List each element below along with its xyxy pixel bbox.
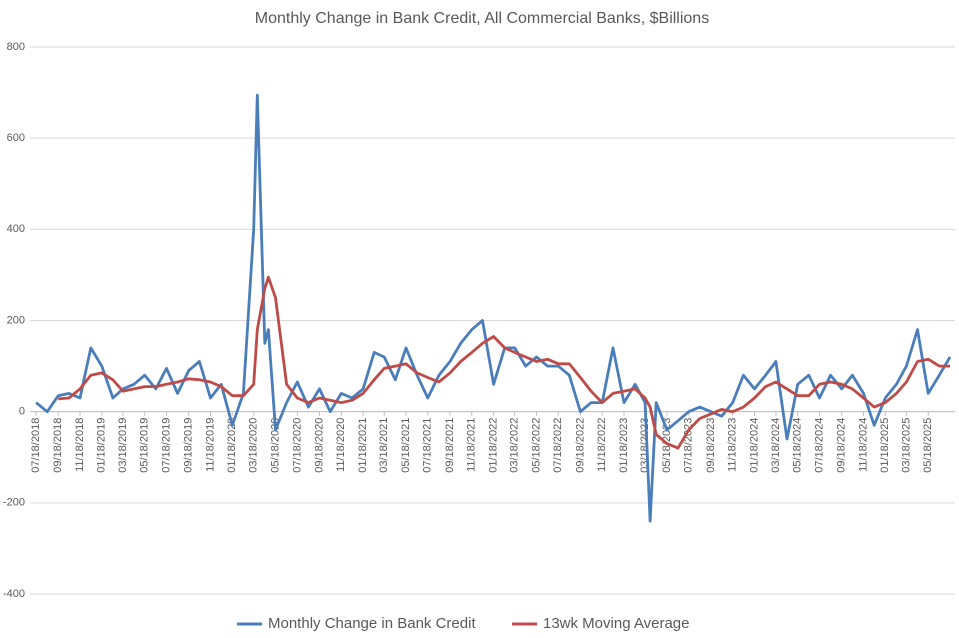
y-tick-label: -400 <box>3 588 25 600</box>
x-tick-label: 11/18/2019 <box>204 418 216 472</box>
x-tick-label: 03/18/2020 <box>248 418 260 473</box>
x-tick-label: 09/18/2024 <box>836 418 848 473</box>
x-tick-label: 07/18/2023 <box>683 418 695 473</box>
x-tick-label: 05/18/2024 <box>792 418 804 473</box>
x-tick-label: 07/18/2021 <box>422 418 434 473</box>
x-tick-label: 07/18/2020 <box>291 418 303 473</box>
x-tick-label: 03/18/2025 <box>900 418 912 473</box>
x-tick-label: 01/18/2019 <box>96 418 108 473</box>
x-tick-label: 01/18/2025 <box>879 418 891 473</box>
x-tick-label: 03/18/2019 <box>117 418 129 473</box>
x-tick-label: 07/18/2022 <box>552 418 564 473</box>
series-line <box>58 275 950 450</box>
chart-title: Monthly Change in Bank Credit, All Comme… <box>255 10 709 27</box>
x-tick-label: 07/18/2019 <box>160 418 172 473</box>
y-tick-label: 0 <box>19 406 25 418</box>
x-tick-label: 09/18/2019 <box>183 418 195 473</box>
x-tick-label: 01/18/2022 <box>487 418 499 473</box>
x-tick-label: 09/18/2021 <box>444 418 456 473</box>
x-tick-label: 01/18/2020 <box>226 418 238 473</box>
x-tick-label: 09/18/2023 <box>705 418 717 473</box>
y-tick-label: 400 <box>7 223 25 235</box>
x-tick-label: 03/18/2024 <box>770 418 782 473</box>
x-tick-label: 07/18/2024 <box>813 418 825 473</box>
legend-label: Monthly Change in Bank Credit <box>268 615 476 632</box>
x-tick-label: 11/18/2024 <box>857 418 869 472</box>
x-tick-label: 11/18/2018 <box>74 418 86 472</box>
x-tick-label: 05/18/2020 <box>269 418 281 473</box>
y-tick-label: 200 <box>7 314 25 326</box>
x-tick-label: 05/18/2025 <box>922 418 934 473</box>
x-tick-label: 01/18/2023 <box>618 418 630 473</box>
x-tick-label: 03/18/2021 <box>378 418 390 473</box>
x-tick-label: 01/18/2024 <box>748 418 760 473</box>
x-tick-label: 05/18/2019 <box>139 418 151 473</box>
x-tick-label: 11/18/2023 <box>727 418 739 472</box>
x-tick-label: 11/18/2022 <box>596 418 608 472</box>
y-tick-label: -200 <box>3 497 25 509</box>
x-tick-label: 11/18/2020 <box>335 418 347 472</box>
x-tick-label: 03/18/2022 <box>509 418 521 473</box>
x-tick-label: 09/18/2022 <box>574 418 586 473</box>
x-tick-label: 09/18/2018 <box>52 418 64 473</box>
x-tick-label: 05/18/2023 <box>661 418 673 473</box>
y-tick-label: 800 <box>7 41 25 53</box>
legend-label: 13wk Moving Average <box>543 615 689 632</box>
y-tick-label: 600 <box>7 132 25 144</box>
series-line <box>35 93 952 523</box>
x-tick-label: 05/18/2022 <box>530 418 542 473</box>
x-tick-label: 01/18/2021 <box>357 418 369 473</box>
x-tick-label: 11/18/2021 <box>466 418 478 472</box>
x-tick-label: 07/18/2018 <box>30 418 42 473</box>
x-tick-label: 05/18/2021 <box>400 418 412 473</box>
x-tick-label: 09/18/2020 <box>313 418 325 473</box>
